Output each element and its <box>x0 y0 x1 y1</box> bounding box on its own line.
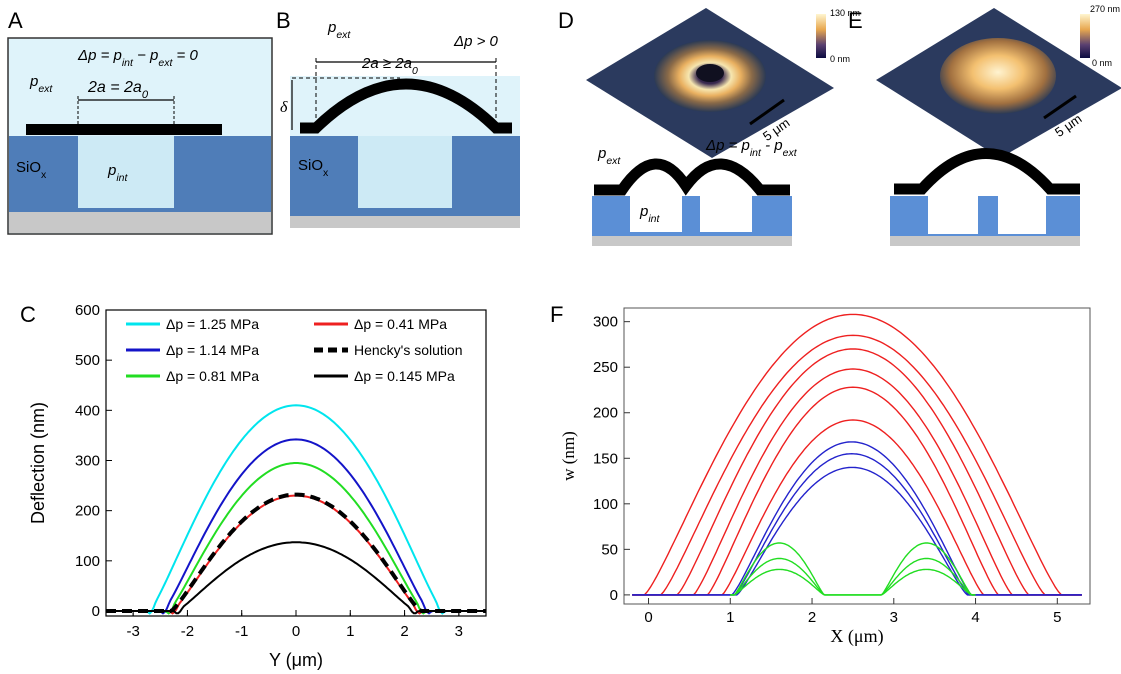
panel-d-letter: D <box>558 8 574 33</box>
panel-a-letter: A <box>8 8 23 33</box>
panel-a: A Δp = pint − pext = 0 pext 2a = 2a0 SiO… <box>8 8 272 234</box>
panel-f-dome-line <box>632 349 1082 595</box>
panel-c-y-tick-label: 600 <box>75 302 100 319</box>
panel-f-y-tick-label: 0 <box>610 587 618 604</box>
panel-f-x-tick-label: 4 <box>971 609 979 626</box>
panel-b-p-ext: pext <box>327 19 351 41</box>
panel-f-x-tick-label: 3 <box>890 609 898 626</box>
panel-b-span-label: 2a ≥ 2a0 <box>361 55 418 77</box>
panel-c-series-line <box>106 495 486 611</box>
panel-b-letter: B <box>276 8 291 33</box>
panel-e-base <box>890 236 1080 246</box>
panel-f-y-tick-label: 100 <box>593 496 618 513</box>
panel-e-afm-dome <box>940 38 1056 114</box>
panel-b: B pext 2a ≥ 2a0 Δp > 0 δ SiOx <box>276 8 520 228</box>
panel-d-substrate <box>592 196 792 236</box>
panel-e-cavity-right <box>998 196 1046 234</box>
panel-c-y-axis-label: Deflection (nm) <box>28 402 48 524</box>
panel-c-legend-label: Δp = 0.81 MPa <box>166 368 259 384</box>
panel-e-substrate <box>890 196 1080 236</box>
panel-f-dome-line <box>632 387 1082 595</box>
panel-f-plot-frame <box>624 308 1090 604</box>
panel-c-legend-label: Δp = 1.14 MPa <box>166 342 259 358</box>
panel-f-y-tick-label: 250 <box>593 359 618 376</box>
panel-f-y-tick-label: 150 <box>593 450 618 467</box>
panel-d-p-ext: pext <box>597 145 621 167</box>
panel-f-x-tick-label: 2 <box>808 609 816 626</box>
panel-d-cavity-right <box>700 196 752 232</box>
panel-a-membrane <box>26 124 222 135</box>
panel-c-series-line <box>106 496 486 614</box>
panel-c-series-line <box>106 405 486 613</box>
panel-f-letter: F <box>550 302 563 327</box>
panel-f-y-axis-label: w (nm) <box>559 431 578 481</box>
panel-c-chart: C -3 -2 -1 0 1 2 3 0 100 200 300 400 500 600 Y (μm) Def… <box>20 302 486 670</box>
panel-d-membrane <box>594 164 790 190</box>
panel-c-y-tick-label: 0 <box>92 603 100 620</box>
panel-c-x-axis-label: Y (μm) <box>269 650 323 670</box>
panel-c-y-tick-label: 400 <box>75 402 100 419</box>
panel-e-cavity-left <box>928 196 978 234</box>
panel-f-dome-line <box>632 369 1082 595</box>
panel-e-letter: E <box>848 8 863 33</box>
panel-f-x-axis-label: X (μm) <box>830 626 883 647</box>
panel-f-chart: F 0 1 2 3 4 5050100150200250300X (μm)w (nm) <box>550 302 1090 647</box>
panel-f-double-bump-line <box>730 559 975 595</box>
panel-f-double-bump-line <box>730 569 975 595</box>
panel-c-x-tick-label: 0 <box>292 623 300 640</box>
panel-f-dome-line <box>632 420 1082 595</box>
panel-c-y-tick-label: 500 <box>75 352 100 369</box>
panel-c-x-tick-label: -1 <box>235 623 248 640</box>
panel-c-y-tick-label: 300 <box>75 452 100 469</box>
panel-f-y-tick-label: 300 <box>593 314 618 331</box>
panel-c-x-tick-label: 3 <box>455 623 463 640</box>
panel-d-afm-center-hole <box>696 64 724 82</box>
panel-c-legend-label: Δp = 0.145 MPa <box>354 368 455 384</box>
panel-d-pressure-equation: Δp = pint - pext <box>705 137 798 159</box>
panel-e-colorbar-min: 0 nm <box>1092 58 1112 68</box>
panel-c-letter: C <box>20 302 36 327</box>
panel-c-x-tick-label: -3 <box>126 623 139 640</box>
panel-b-cavity <box>358 136 452 208</box>
panel-c-series-line <box>106 542 486 613</box>
panel-c-legend-label: Δp = 0.41 MPa <box>354 316 447 332</box>
panel-f-x-tick-label: 0 <box>644 609 652 626</box>
panel-c-legend-label: Hencky's solution <box>354 342 463 358</box>
panel-e: E 270 nm 0 nm 5 μm <box>848 4 1121 246</box>
panel-c-x-tick-label: -2 <box>181 623 194 640</box>
panel-c-y-tick-label: 200 <box>75 503 100 520</box>
panel-e-colorbar <box>1080 14 1090 58</box>
panel-d-base <box>592 236 792 246</box>
panel-c-x-tick-label: 1 <box>346 623 354 640</box>
panel-f-y-tick-label: 50 <box>601 541 618 558</box>
panel-e-colorbar-max: 270 nm <box>1090 4 1120 14</box>
panel-f-x-tick-label: 5 <box>1053 609 1061 626</box>
panel-d-colorbar-min: 0 nm <box>830 54 850 64</box>
panel-c-y-tick-label: 100 <box>75 553 100 570</box>
panel-f-dome-line <box>632 454 1082 595</box>
panel-d: D 130 nm 0 nm 5 μm pext Δp = pint - pext… <box>558 8 860 246</box>
panel-f-y-tick-label: 200 <box>593 405 618 422</box>
panel-c-series-line <box>106 463 486 613</box>
panel-f-dome-line <box>632 335 1082 595</box>
panel-e-membrane <box>894 154 1080 190</box>
panel-f-dome-line <box>632 467 1082 595</box>
panel-d-colorbar <box>816 14 826 58</box>
panel-f-x-tick-label: 1 <box>726 609 734 626</box>
panel-a-base <box>9 212 271 233</box>
panel-c-legend-label: Δp = 1.25 MPa <box>166 316 259 332</box>
panel-b-delta: δ <box>280 99 288 116</box>
panel-b-pressure-label: Δp > 0 <box>453 33 499 50</box>
panel-c-x-tick-label: 2 <box>400 623 408 640</box>
panel-b-base <box>290 216 520 228</box>
